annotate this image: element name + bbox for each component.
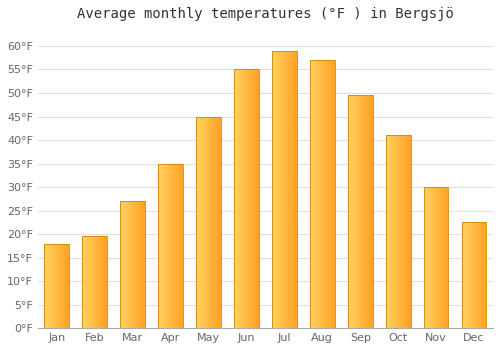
Bar bbox=[272, 51, 296, 328]
Bar bbox=[234, 69, 259, 328]
Bar bbox=[120, 201, 145, 328]
Bar bbox=[82, 237, 107, 328]
Bar bbox=[196, 117, 221, 328]
Bar bbox=[44, 244, 69, 328]
Bar bbox=[310, 60, 334, 328]
Bar bbox=[348, 95, 372, 328]
Bar bbox=[158, 163, 183, 328]
Title: Average monthly temperatures (°F ) in Bergsjö: Average monthly temperatures (°F ) in Be… bbox=[77, 7, 454, 21]
Bar bbox=[386, 135, 410, 328]
Bar bbox=[424, 187, 448, 328]
Bar bbox=[462, 222, 486, 328]
